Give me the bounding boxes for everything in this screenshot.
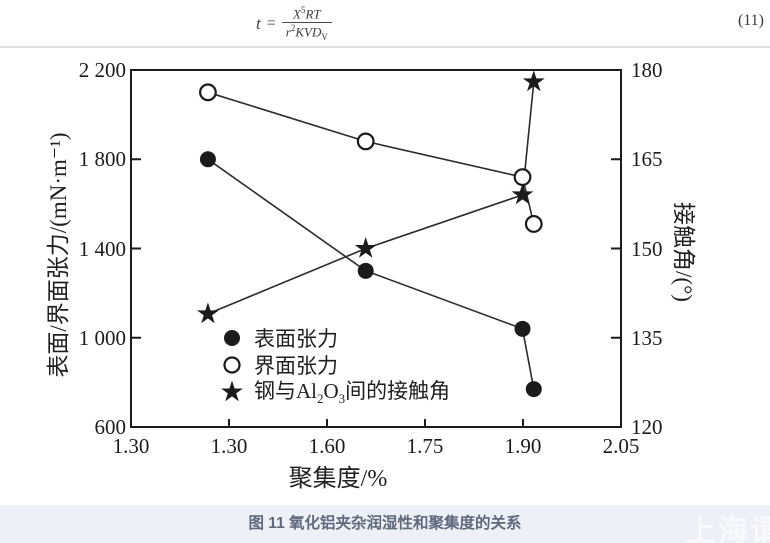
equation-equals: = [266,15,276,33]
legend-label-sub: 2 [317,391,324,407]
eq-den-base: r [285,24,291,40]
y-right-tick-label: 180 [631,58,663,82]
x-tick-label: 1.60 [308,434,346,458]
series-line-star [207,81,535,315]
x-axis-title: 聚集度/% [288,466,388,492]
data-point-open-circle [524,215,543,233]
data-point-open-circle [356,132,375,151]
eq-num-sup: 5 [300,5,306,15]
data-point-open-circle [199,83,217,102]
legend-label-part: 钢与Al [254,379,317,404]
x-tick-label: 1.90 [504,434,542,458]
y-left-tick-label: 1 800 [78,147,126,171]
star-icon [221,380,243,401]
data-point-star [511,183,534,205]
legend-item-contact-angle: 钢与Al2O3间的接触角 [219,375,450,407]
data-point-filled-circle [357,262,374,279]
filled-circle-icon [224,329,240,346]
legend-label-part: O [323,379,339,404]
series-line-filled-circle [207,158,535,390]
equation: t = X5RT r2KVDV [256,5,332,42]
equation-number: (11) [737,12,764,29]
y-right-axis-title: 接触角/(°) [671,202,696,302]
data-point-star [196,302,219,324]
legend-label: 表面张力 [254,326,338,351]
caption-strip: 图 11 氧化铝夹杂润湿性和聚集度的关系 上海谓 [0,505,770,543]
equation-fraction: X5RT r2KVDV [281,5,332,42]
x-tick-label: 1.75 [406,434,444,458]
legend-label: 钢与Al2O3间的接触角 [254,375,450,407]
open-circle-icon [223,355,241,374]
watermark: 上海谓 [686,515,770,543]
y-left-tick-label: 1 000 [78,326,126,350]
data-point-star [354,237,377,258]
series-line-open-circle [207,91,535,225]
legend-item-surface-tension: 表面张力 [219,324,450,351]
equation-numerator: X5RT [281,5,332,23]
x-tick-label: 1.30 [210,434,248,458]
eq-den-sup: 2 [290,22,296,33]
legend-item-interfacial-tension: 界面张力 [219,351,450,378]
data-point-filled-circle [514,320,531,337]
equation-denominator: r2KVDV [282,23,332,42]
x-tick-label: 1.30 [112,434,150,458]
legend-label: 界面张力 [254,353,338,378]
plot-canvas [130,69,622,428]
equation-row: t = X5RT r2KVDV (11) [0,0,770,46]
eq-den-mid: KVD [295,24,322,40]
y-left-tick-label: 2 200 [78,58,126,82]
y-left-tick-label: 600 [94,415,127,439]
equation-lhs: t [256,14,261,34]
data-point-open-circle [513,168,532,187]
data-point-star [522,70,545,92]
eq-num-base: X [292,6,301,22]
figure-chart: 2 200 1 800 1 400 1 000 600 180 165 150 … [0,48,770,505]
data-point-filled-circle [525,381,542,398]
x-tick-label: 2.05 [602,434,640,458]
legend-label-part: 间的接触角 [345,379,451,404]
y-right-tick-label: 150 [631,237,663,261]
y-left-axis-title: 表面/界面张力/(mN·m⁻¹) [46,132,71,378]
data-point-filled-circle [199,151,216,168]
chart-legend: 表面张力 界面张力 钢与Al2O3间的接触角 [219,324,450,407]
eq-num-rest: RT [305,6,321,22]
y-left-tick-label: 1 400 [78,237,126,261]
legend-label-sub: 3 [338,391,346,407]
y-right-tick-label: 120 [631,415,663,439]
y-right-tick-label: 135 [631,326,663,350]
separator-line [0,46,770,48]
y-right-tick-label: 165 [631,147,663,171]
figure-caption: 图 11 氧化铝夹杂润湿性和聚集度的关系 [248,515,522,532]
eq-den-sub: V [321,31,328,42]
